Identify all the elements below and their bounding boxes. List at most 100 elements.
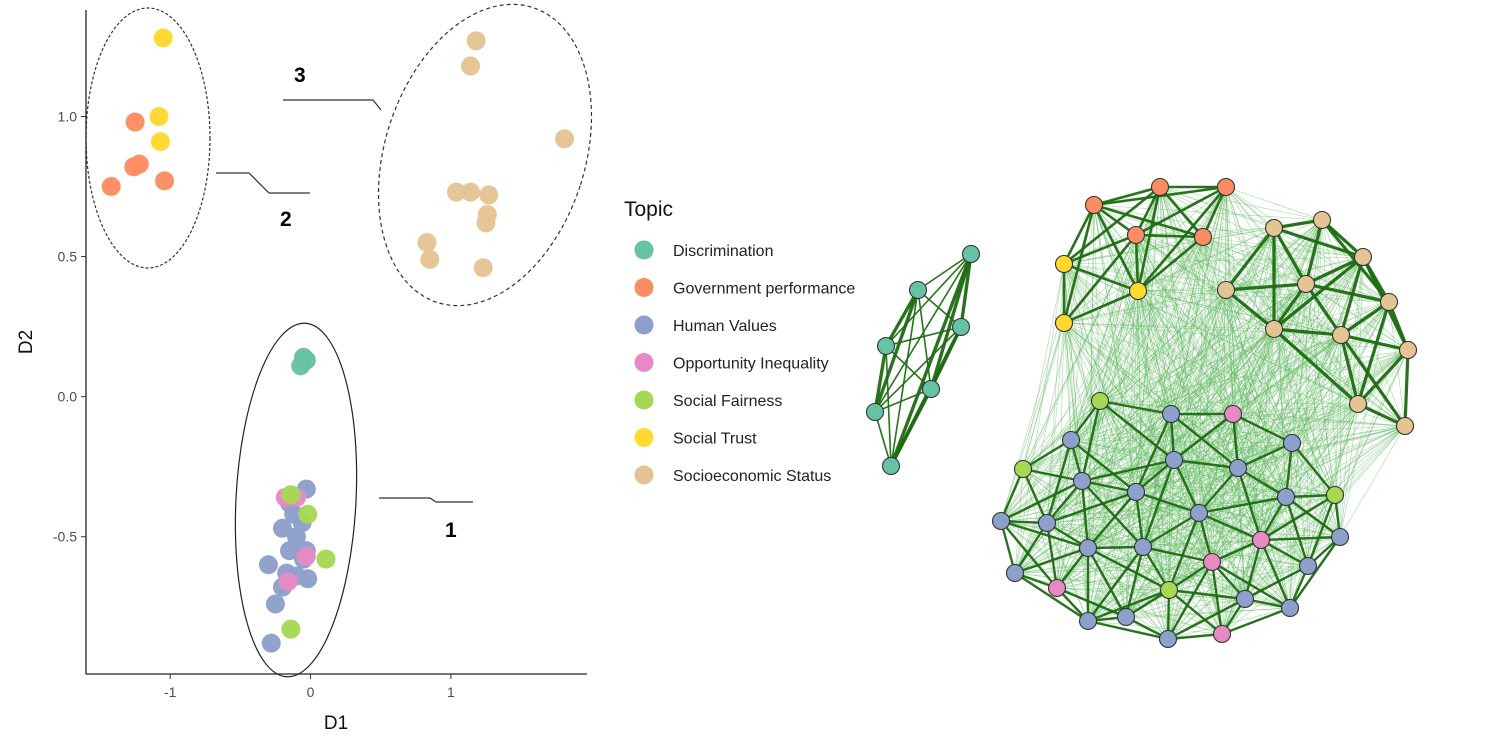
network-edge: [1289, 442, 1293, 609]
network-edge: [1000, 520, 1058, 589]
network-edge: [1232, 413, 1406, 427]
network-edge: [1225, 186, 1342, 336]
network-edge: [1014, 572, 1170, 591]
network-edge: [1260, 425, 1406, 541]
network-edge: [1093, 185, 1161, 207]
network-edge: [1306, 494, 1337, 567]
network-edge: [1070, 439, 1089, 549]
network-node-human-values: [1228, 458, 1248, 478]
network-edge: [1000, 322, 1065, 522]
network-edge: [1022, 263, 1065, 470]
network-edge: [1168, 496, 1287, 591]
network-edge: [1014, 459, 1175, 574]
scatter-point-socioeconomic-status: [461, 182, 481, 202]
network-node-human-values: [1282, 433, 1302, 453]
network-edge: [1000, 283, 1307, 522]
network-edge: [1232, 413, 1336, 496]
network-node-human-values: [1330, 527, 1350, 547]
network-node-socioeconomic-status: [1312, 210, 1332, 230]
network-edge: [1062, 204, 1096, 324]
network-edge: [1125, 467, 1239, 618]
network-edge: [1022, 467, 1083, 483]
scatter-point-social-fairness: [281, 619, 301, 639]
network-node-social-trust: [1054, 313, 1074, 333]
network-edge: [1135, 234, 1275, 330]
network-edge: [874, 388, 932, 413]
network-edge: [1093, 204, 1323, 221]
network-edge: [1273, 227, 1291, 609]
network-edge: [1272, 255, 1365, 331]
network-edge: [1013, 522, 1049, 574]
network-node-opportunity-inequality: [1212, 624, 1232, 644]
network-node-socioeconomic-status: [1264, 319, 1284, 339]
legend-swatch: [634, 240, 654, 260]
network-edge: [890, 289, 919, 467]
network-node-discrimination: [921, 379, 941, 399]
network-node-human-values: [1161, 404, 1181, 424]
network-edge: [1125, 290, 1139, 618]
network-edge: [1087, 545, 1144, 550]
network-edge: [1087, 512, 1200, 622]
network-edge: [1014, 571, 1089, 623]
network-edge: [1137, 290, 1239, 469]
network-edge: [1141, 459, 1176, 548]
network-edge: [1135, 234, 1172, 415]
network-edge: [1284, 496, 1310, 567]
network-edge: [1087, 561, 1213, 622]
network-edge: [1198, 467, 1239, 514]
network-node-human-values: [1133, 537, 1153, 557]
scatter-point-social-fairness: [298, 504, 318, 524]
network-edge: [1237, 441, 1293, 470]
network-edge: [1211, 403, 1359, 563]
network-edge: [1087, 413, 1234, 549]
network-edge: [1142, 511, 1200, 549]
leader-line-2: [216, 172, 310, 194]
network-edge: [1168, 256, 1364, 591]
network-edge: [1099, 400, 1406, 427]
network-edge: [1062, 234, 1138, 324]
network-edge: [1070, 290, 1139, 441]
network-node-government-performance: [1126, 225, 1146, 245]
network-edge: [1273, 328, 1336, 496]
network-edge: [1135, 219, 1323, 493]
network-edge: [1244, 494, 1336, 600]
network-edge: [1273, 327, 1342, 337]
network-node-discrimination: [908, 280, 928, 300]
legend: Topic Discrimination Government performan…: [624, 198, 855, 485]
network-edge: [1198, 511, 1262, 542]
network-edge: [1285, 334, 1342, 498]
scatter-point-social-fairness: [316, 549, 336, 569]
legend-item-social-fairness: Social Fairness: [634, 390, 782, 410]
network-edge: [1305, 255, 1364, 286]
network-node-socioeconomic-status: [1398, 340, 1418, 360]
network-node-discrimination: [961, 244, 981, 264]
x-tick-label: -1: [164, 684, 177, 700]
network-edge: [1170, 413, 1239, 469]
scatter-point-social-trust: [149, 106, 169, 126]
network-edge: [1198, 495, 1287, 515]
network-edge: [1273, 227, 1390, 303]
network-edge: [1260, 403, 1359, 541]
legend-item-human-values: Human Values: [634, 315, 777, 335]
network-edge: [1170, 349, 1409, 415]
network-edge: [1056, 586, 1127, 619]
network-edge: [1080, 480, 1090, 549]
network-edge: [1099, 400, 1127, 618]
network-edge: [1070, 283, 1307, 441]
network-node-socioeconomic-status: [1348, 394, 1368, 414]
network-edge: [1087, 491, 1137, 549]
scatter-point-government-performance: [125, 112, 145, 132]
network-edge: [884, 289, 920, 347]
network-edge: [1224, 288, 1276, 331]
network-edge: [1232, 413, 1262, 541]
cluster-ellipse-2: [85, 7, 211, 269]
network-edge: [1000, 519, 1089, 550]
network-node-social-fairness: [1090, 391, 1110, 411]
network-edge: [1244, 536, 1341, 600]
network-node-human-values: [1037, 513, 1057, 533]
network-edge: [1243, 539, 1263, 600]
y-axis-title: D2: [16, 330, 37, 354]
network-edge: [1173, 442, 1293, 461]
scatter-plot: 3 2 1 -1 0 1 1.0 0.5 0.0 -0.5 D1 D2: [16, 3, 593, 734]
network-node-human-values: [1235, 589, 1255, 609]
